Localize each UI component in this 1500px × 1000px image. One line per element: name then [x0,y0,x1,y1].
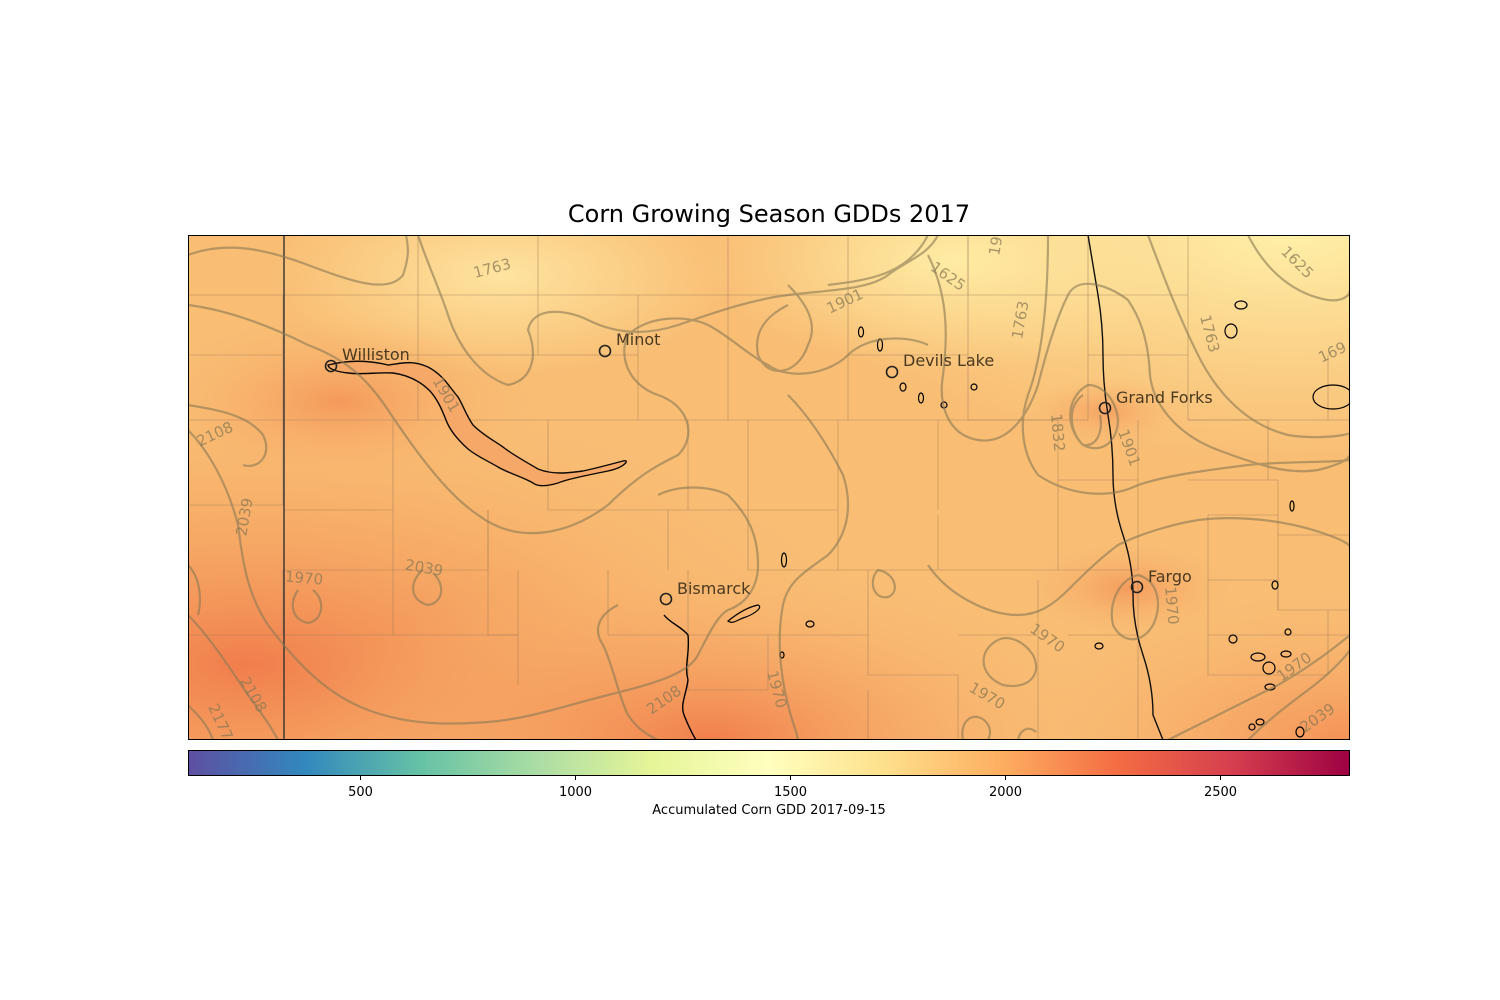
contour-label: 19 [985,235,1006,257]
missouri-river [663,614,697,740]
city-marker [324,359,338,373]
colorbar-tick-label: 500 [348,785,373,800]
city-markers [324,344,1144,606]
colorbar: 500 1000 1500 2000 2500 [188,750,1350,840]
city-label-minot: Minot [616,330,660,349]
colorbar-svg: 500 1000 1500 2000 2500 [188,750,1350,800]
city-labels: Williston Minot Devils Lake Grand Forks … [342,330,1213,598]
city-marker [659,592,673,606]
map-title: Corn Growing Season GDDs 2017 [567,200,971,228]
contour-label: 1970 [284,567,324,588]
colorbar-gradient [188,750,1350,776]
city-marker [1130,580,1144,594]
contour-label: 1970 [1161,586,1182,626]
colorbar-label: Accumulated Corn GDD 2017-09-15 [652,803,886,818]
city-marker [598,344,612,358]
colorbar-tick-label: 1500 [774,785,807,800]
city-label-fargo: Fargo [1148,567,1192,586]
city-label-williston: Williston [342,345,410,364]
colorbar-tick-label: 2500 [1204,785,1237,800]
colorbar-ticks: 500 1000 1500 2000 2500 [348,775,1237,800]
city-label-bismarck: Bismarck [677,579,751,598]
gdd-map: 1763 19 1625 1625 1901 1763 1763 169 190… [188,235,1350,740]
gdd-contours [188,235,1350,740]
city-marker [885,365,899,379]
red-river [1087,235,1164,740]
colorbar-tick-label: 1000 [559,785,592,800]
small-lakes [779,300,1350,738]
map-frame [188,235,1350,740]
contour-label: 1832 [1047,413,1068,453]
city-marker [1098,401,1112,415]
city-label-grand-forks: Grand Forks [1116,388,1213,407]
map-panel: 1763 19 1625 1625 1901 1763 1763 169 190… [188,235,1350,740]
city-label-devils-lake: Devils Lake [903,351,994,370]
colorbar-tick-label: 2000 [989,785,1022,800]
county-boundaries [188,235,1350,740]
